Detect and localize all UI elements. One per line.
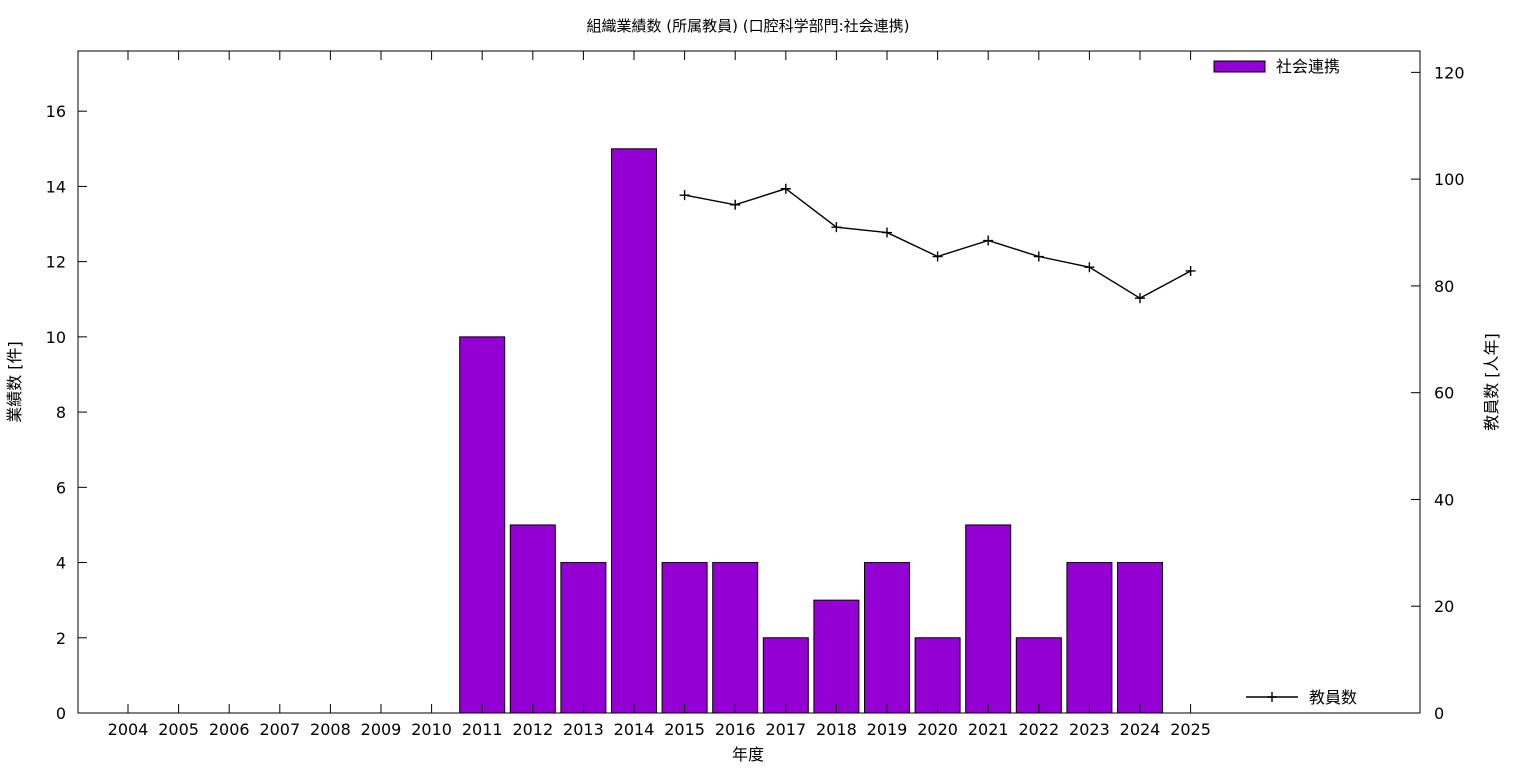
y-tick-label: 0 [56, 704, 66, 723]
x-tick-label: 2013 [563, 720, 604, 739]
axes-group: 0 2 4 6 8 10 12 14 16 0 20 40 60 80 100 120 2004 2005 2006… [46, 51, 1465, 739]
y-tick-label: 14 [46, 177, 66, 196]
chart-title: 組織業績数 (所属教員) (口腔科学部門:社会連携) [586, 17, 909, 35]
y2-tick-label: 120 [1434, 63, 1465, 82]
x-tick-label: 2022 [1018, 720, 1059, 739]
line-point-2017 [780, 183, 791, 194]
line-series-path [684, 187, 1191, 300]
bar-2021 [965, 524, 1012, 714]
bar-2011 [459, 336, 506, 714]
legend-bar-swatch [1213, 60, 1266, 73]
line-point-2023 [1084, 262, 1095, 273]
bar-2016 [712, 562, 759, 714]
y-axis-label: 業績数 [件] [5, 341, 24, 423]
y-tick-label: 4 [56, 554, 66, 573]
x-tick-label: 2016 [715, 720, 756, 739]
legend: 社会連携 教員数 [1213, 57, 1357, 707]
x-tick-label: 2006 [209, 720, 250, 739]
y2-tick-label: 20 [1434, 597, 1454, 616]
line-point-2020 [932, 251, 943, 262]
x-tick-label: 2019 [867, 720, 908, 739]
plot-frame [77, 50, 1421, 714]
bar-2024 [1117, 562, 1163, 714]
y2-tick-label: 80 [1434, 277, 1454, 296]
legend-line-label: 教員数 [1309, 688, 1357, 707]
y2-tick-label: 40 [1434, 490, 1454, 509]
y2-axis-label: 教員数 [人年] [1482, 333, 1501, 431]
bar-2014 [611, 148, 657, 714]
x-tick-label: 2012 [512, 720, 553, 739]
x-tick-label: 2009 [361, 720, 402, 739]
y2-tick-label: 0 [1434, 704, 1444, 723]
y-tick-label: 2 [56, 629, 66, 648]
line-point-2021 [983, 235, 994, 246]
x-tick-label: 2007 [259, 720, 300, 739]
x-tick-label: 2023 [1069, 720, 1110, 739]
x-tick-label: 2017 [765, 720, 806, 739]
y2-tick-label: 100 [1434, 170, 1465, 189]
x-tick-label: 2025 [1170, 720, 1211, 739]
bar-2023 [1066, 562, 1113, 714]
line-point-2022 [1033, 251, 1044, 262]
y2-tick-label: 60 [1434, 384, 1454, 403]
line-point-2024 [1135, 293, 1145, 304]
y-tick-label: 6 [56, 478, 66, 497]
bar-2020 [914, 637, 961, 714]
line-point-2015 [679, 190, 690, 201]
line-point-2025 [1185, 265, 1196, 276]
x-tick-label: 2004 [108, 720, 149, 739]
x-tick-label: 2018 [816, 720, 857, 739]
x-tick-label: 2014 [614, 720, 655, 739]
line-point-2019 [882, 227, 892, 238]
x-tick-label: 2015 [664, 720, 705, 739]
bar-2017 [762, 637, 809, 714]
bars-group [459, 148, 1163, 714]
bar-2013 [560, 562, 607, 714]
bar-2022 [1015, 637, 1062, 714]
y-tick-label: 16 [46, 102, 66, 121]
y-tick-label: 12 [46, 253, 66, 272]
x-tick-label: 2010 [411, 720, 452, 739]
y-tick-label: 8 [56, 403, 66, 422]
bar-2019 [864, 562, 910, 714]
bar-2012 [509, 524, 556, 714]
x-tick-label: 2005 [158, 720, 199, 739]
x-tick-label: 2020 [917, 720, 958, 739]
bar-2018 [813, 599, 860, 714]
x-tick-label: 2021 [968, 720, 1009, 739]
x-tick-label: 2024 [1120, 720, 1161, 739]
line-layer [679, 183, 1196, 304]
x-axis-label: 年度 [732, 745, 764, 764]
bar-2015 [661, 562, 708, 714]
x-tick-label: 2011 [462, 720, 503, 739]
line-point-2018 [831, 222, 842, 233]
x-tick-label: 2008 [310, 720, 351, 739]
line-point-2016 [730, 199, 741, 210]
legend-bar-label: 社会連携 [1276, 57, 1340, 76]
legend-line-marker [1267, 692, 1277, 702]
y-tick-label: 10 [46, 328, 66, 347]
